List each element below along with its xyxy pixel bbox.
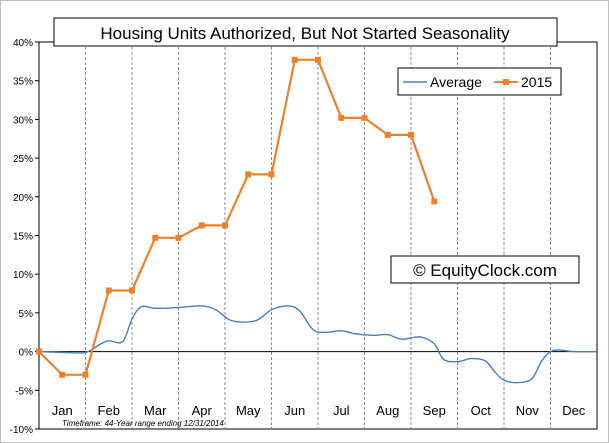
series-2015-marker [338,114,345,121]
x-tick-label: May [236,403,261,418]
series-2015-marker [222,222,228,229]
series-2015-marker [315,56,321,63]
series-2015-marker [245,171,252,178]
x-tick-label: Nov [516,403,540,418]
series-2015-marker [129,287,135,294]
series-2015-marker [152,234,159,241]
legend-marker-2015 [503,79,509,85]
y-tick-label: 35% [13,77,33,88]
series-2015-marker [175,234,182,241]
watermark-box: © EquityClock.com [390,255,580,284]
y-tick-label: 10% [13,270,33,281]
series-average-line [38,305,598,384]
y-tick-label: 0% [19,348,34,359]
x-tick-label: Feb [98,403,120,418]
x-tick-label: Oct [471,403,492,418]
watermark-text: © EquityClock.com [413,261,557,280]
y-tick-label: 5% [19,309,34,320]
x-axis: Jan Feb Mar Apr May Jun Jul Aug Sep Oct Nov Dec [39,351,597,418]
x-tick-label: Aug [376,403,399,418]
chart-title-box: Housing Units Authorized, But Not Starte… [53,17,558,47]
y-tick-label: -5% [15,386,33,397]
x-tick-label: Jul [333,403,350,418]
x-tick-label: Jan [52,403,73,418]
legend: Average 2015 [397,67,562,96]
y-tick-label: 15% [13,232,33,243]
footnote: Timeframe: 44-Year range ending 12/31/20… [62,419,224,428]
y-tick-label: 30% [13,115,33,126]
series-2015-marker [291,56,298,63]
series-2015-marker [431,198,438,205]
chart-title: Housing Units Authorized, But Not Starte… [100,24,510,43]
y-axis: 40% 35% 30% 25% 20% 15% 10% 5% 0% -5% -10% [10,38,39,436]
series-2015-marker [268,171,275,178]
plot-area [38,41,598,430]
x-tick-label: Apr [192,403,213,418]
y-tick-label: 20% [13,193,33,204]
series-2015-marker [384,131,391,138]
series-2015-marker [408,131,414,138]
x-tick-label: Dec [562,403,586,418]
x-tick-label: Mar [144,403,167,418]
x-tick-label: Sep [423,403,446,418]
legend-label-average: Average [430,74,482,90]
y-tick-label: -10% [10,425,33,436]
grid [85,42,551,429]
series-2015-marker [198,222,205,229]
legend-label-2015: 2015 [521,74,552,90]
series-2015-marker [105,287,112,294]
series-2015-marker [82,371,89,378]
series-2015-marker [36,348,42,355]
x-tick-label: Jun [284,403,305,418]
series-2015-marker [59,371,66,378]
series-2015-line [38,58,436,376]
series-layer [36,56,598,384]
y-tick-label: 40% [13,38,33,49]
y-tick-label: 25% [13,154,33,165]
series-2015-marker [361,114,368,121]
